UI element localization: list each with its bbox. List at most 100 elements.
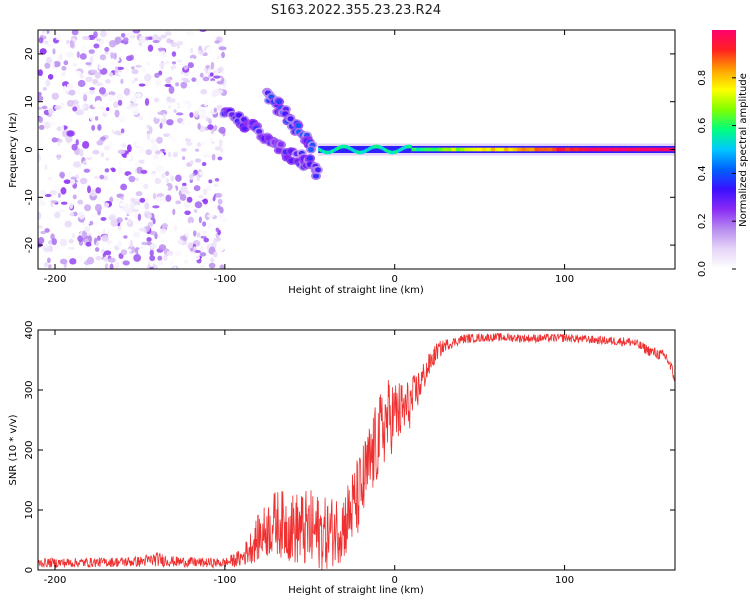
heatmap-band-segment	[631, 147, 637, 152]
heatmap-noise-blob	[116, 66, 125, 71]
heatmap-noise-blob	[108, 72, 114, 77]
heatmap-noise-blob	[38, 106, 43, 111]
heatmap-noise-blob	[69, 258, 77, 265]
heatmap-noise-blob	[72, 62, 78, 67]
heatmap-noise-blob	[79, 61, 83, 70]
heatmap-noise-blob	[82, 140, 90, 149]
heatmap-noise-blob	[199, 30, 207, 33]
heatmap-noise-blob	[43, 261, 49, 268]
heatmap-band-segment	[429, 147, 435, 152]
heatmap-noise-blob	[159, 200, 165, 205]
heatmap-noise-blob	[213, 47, 220, 52]
heatmap-band-segment	[389, 150, 392, 155]
heatmap-noise-blob	[147, 113, 152, 118]
heatmap-band-segment	[410, 144, 413, 149]
heatmap-band-segment	[393, 150, 396, 155]
heatmap-noise-blob	[65, 134, 73, 143]
heatmap-noise-blob	[199, 113, 207, 120]
heatmap-noise-blob	[114, 65, 119, 74]
heatmap-band-segment	[385, 148, 388, 153]
heatmap-noise-blob	[139, 197, 146, 203]
heatmap-noise-blob	[96, 197, 101, 202]
heatmap-noise-blob	[156, 136, 163, 144]
heatmap-noise-blob	[103, 250, 112, 256]
heatmap-noise-blob	[94, 116, 99, 121]
heatmap-band-segment	[512, 147, 518, 152]
heatmap-noise-blob	[82, 35, 90, 41]
heatmap-noise-blob	[75, 139, 79, 146]
heatmap-noise-blob	[214, 177, 220, 182]
heatmap-noise-blob	[48, 108, 55, 115]
heatmap-noise-blob	[88, 49, 95, 54]
heatmap-noise-blob	[84, 226, 91, 233]
heatmap-noise-blob	[79, 132, 83, 137]
heatmap-noise-blob	[118, 43, 125, 47]
heatmap-noise-blob	[123, 88, 131, 96]
heatmap-noise-blob	[79, 177, 88, 185]
heatmap-noise-blob	[173, 104, 181, 108]
heatmap-noise-blob	[75, 110, 84, 116]
heatmap-noise-blob	[54, 244, 62, 250]
heatmap-noise-blob	[198, 216, 202, 224]
heatmap-noise-blob	[120, 32, 126, 38]
heatmap-noise-blob	[217, 245, 224, 252]
heatmap-noise-blob	[44, 62, 51, 69]
heatmap-noise-blob	[91, 124, 96, 131]
heatmap-noise-blob	[124, 190, 130, 199]
heatmap-noise-blob	[221, 51, 225, 59]
heatmap-band-segment	[355, 150, 358, 154]
heatmap-noise-blob	[139, 35, 146, 44]
heatmap-noise-blob	[149, 249, 154, 257]
heatmap-noise-blob	[131, 103, 139, 107]
heatmap-noise-blob	[63, 85, 67, 93]
heatmap-noise-blob	[202, 204, 209, 209]
heatmap-noise-blob	[182, 132, 187, 138]
heatmap-noise-blob	[170, 42, 177, 48]
heatmap-noise-blob	[187, 216, 194, 224]
heatmap-band-segment	[617, 147, 623, 152]
heatmap-band-segment	[653, 147, 658, 152]
heatmap-noise-blob	[122, 260, 130, 266]
heatmap-noise-blob	[135, 191, 142, 197]
heatmap-band-segment	[556, 147, 562, 152]
heatmap-noise-blob	[62, 129, 69, 138]
heatmap-noise-blob	[109, 60, 116, 68]
heatmap-noise-blob	[116, 93, 124, 101]
heatmap-band-segment	[451, 147, 457, 152]
heatmap-noise-blob	[197, 122, 201, 130]
heatmap-noise-blob	[57, 139, 63, 143]
heatmap-noise-blob	[159, 122, 163, 129]
heatmap-noise-blob	[194, 255, 200, 261]
heatmap-band-segment	[582, 147, 588, 152]
heatmap-noise-blob	[180, 227, 185, 235]
heatmap-noise-blob	[61, 201, 68, 205]
heatmap-noise-blob	[45, 79, 51, 87]
heatmap-noise-blob	[207, 214, 214, 218]
heatmap-noise-blob	[108, 242, 114, 249]
heatmap-noise-blob	[63, 179, 71, 184]
heatmap-band-segment	[648, 147, 654, 152]
heatmap-noise-blob	[208, 262, 216, 269]
heatmap-noise-blob	[91, 212, 97, 218]
snr-series-line	[38, 332, 675, 570]
heatmap-noise-blob	[173, 137, 177, 143]
heatmap-noise-blob	[164, 61, 170, 65]
heatmap-noise-blob	[202, 188, 208, 195]
heatmap-noise-blob	[173, 109, 177, 113]
heatmap-noise-blob	[140, 169, 148, 174]
heatmap-band-segment	[361, 150, 364, 154]
heatmap-noise-blob	[116, 240, 122, 249]
heatmap-noise-blob	[155, 165, 164, 172]
heatmap-band-segment	[324, 150, 327, 155]
heatmap-noise-blob	[196, 232, 201, 238]
colorbar-ticks: 0.0 0.2 0.4 0.6 0.8	[697, 70, 736, 277]
heatmap-noise-blob	[111, 168, 116, 173]
heatmap-band-segment	[394, 150, 397, 154]
heatmap-band-segment	[661, 147, 667, 152]
heatmap-noise-blob	[149, 173, 157, 180]
heatmap-noise-blob	[77, 199, 84, 205]
heatmap-noise-blob	[198, 171, 203, 176]
heatmap-noise-blob	[59, 171, 66, 178]
heatmap-band-segment	[400, 147, 403, 151]
heatmap-noise-blob	[181, 126, 186, 135]
